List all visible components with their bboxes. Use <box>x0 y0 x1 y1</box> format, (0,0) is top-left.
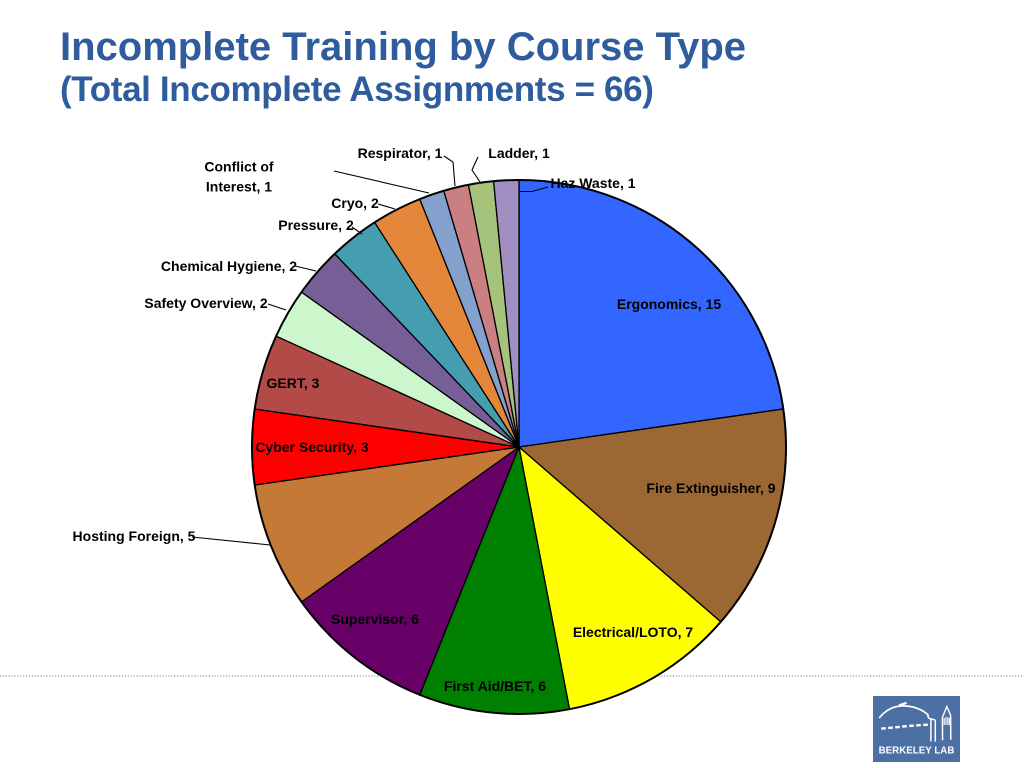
svg-text:Safety Overview, 2: Safety Overview, 2 <box>144 295 267 311</box>
svg-text:Conflict of: Conflict of <box>204 159 274 175</box>
svg-text:Cryo, 2: Cryo, 2 <box>331 195 379 211</box>
svg-text:Hosting Foreign, 5: Hosting Foreign, 5 <box>73 528 196 544</box>
svg-text:Electrical/LOTO, 7: Electrical/LOTO, 7 <box>573 624 694 640</box>
svg-text:Cyber Security, 3: Cyber Security, 3 <box>255 439 369 455</box>
svg-text:Ergonomics, 15: Ergonomics, 15 <box>617 296 721 312</box>
svg-text:Fire Extinguisher, 9: Fire Extinguisher, 9 <box>646 480 775 496</box>
svg-text:BERKELEY LAB: BERKELEY LAB <box>879 745 955 756</box>
svg-text:Respirator, 1: Respirator, 1 <box>358 145 443 161</box>
svg-text:GERT, 3: GERT, 3 <box>267 375 320 391</box>
svg-text:Chemical Hygiene, 2: Chemical Hygiene, 2 <box>161 258 297 274</box>
svg-text:Haz Waste, 1: Haz Waste, 1 <box>550 175 635 191</box>
svg-text:First Aid/BET, 6: First Aid/BET, 6 <box>444 678 546 694</box>
svg-text:Supervisor, 6: Supervisor, 6 <box>331 611 419 627</box>
svg-text:Interest, 1: Interest, 1 <box>206 179 272 195</box>
svg-text:Pressure, 2: Pressure, 2 <box>278 217 354 233</box>
svg-text:Ladder, 1: Ladder, 1 <box>488 145 550 161</box>
